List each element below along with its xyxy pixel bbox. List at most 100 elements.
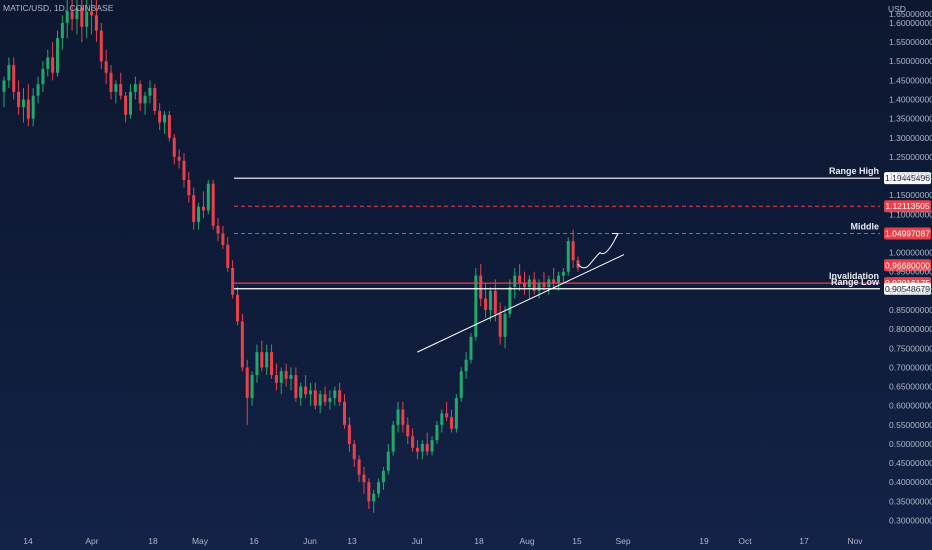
y-tick-label: 0.85000000: [889, 305, 932, 315]
candle-body: [85, 11, 89, 27]
candle-body: [70, 11, 74, 20]
candle: [406, 417, 410, 444]
candle: [119, 72, 123, 100]
candle: [352, 440, 356, 467]
candle: [459, 367, 463, 402]
symbol-label: MATIC/USD, 1D, COINBASE: [3, 3, 114, 13]
candle: [36, 76, 40, 104]
candle-body: [206, 183, 210, 211]
candle-body: [557, 275, 561, 284]
candle-body: [143, 95, 147, 104]
candle-body: [411, 436, 415, 448]
candle: [51, 42, 55, 81]
candle-body: [187, 179, 191, 196]
y-tick-label: 0.65000000: [889, 382, 932, 392]
x-tick-label: 17: [799, 536, 809, 546]
y-tick-label: 1.40000000: [889, 95, 932, 105]
candle-body: [270, 352, 274, 376]
candle: [479, 264, 483, 307]
candle-body: [94, 15, 98, 31]
candle: [508, 279, 512, 318]
x-tick-label: 18: [148, 536, 158, 546]
candle-body: [167, 114, 171, 138]
candle-body: [537, 283, 541, 291]
y-tick-label: 1.60000000: [889, 18, 932, 28]
candle: [211, 179, 215, 230]
candle-body: [406, 424, 410, 437]
candle: [128, 84, 132, 119]
candle-body: [255, 352, 259, 376]
x-tick-label: 16: [249, 536, 259, 546]
candle-body: [522, 283, 526, 288]
price-tag-text: 1.04997087: [885, 228, 930, 238]
y-tick-label: 1.55000000: [889, 37, 932, 47]
candle: [381, 466, 385, 490]
candle-body: [221, 233, 225, 245]
candle: [80, 0, 84, 43]
candle: [552, 267, 556, 288]
candle: [260, 340, 264, 372]
candle: [270, 344, 274, 379]
y-tick-label: 1.50000000: [889, 56, 932, 66]
candle: [396, 401, 400, 433]
price-tag-text: 1.19445496: [885, 173, 930, 183]
y-tick-label: 1.25000000: [889, 152, 932, 162]
candle: [7, 57, 11, 89]
candle: [547, 275, 551, 295]
candle-body: [138, 84, 142, 104]
candle: [493, 279, 497, 322]
candle-body: [435, 424, 439, 441]
price-tag: [884, 172, 931, 185]
x-tick-label: 13: [347, 536, 357, 546]
y-tick-label: 0.75000000: [889, 343, 932, 353]
candle: [440, 409, 444, 433]
candle: [401, 401, 405, 433]
candle-body: [177, 156, 181, 161]
candle-body: [192, 195, 196, 222]
y-tick-label: 1.35000000: [889, 114, 932, 124]
candle: [70, 0, 74, 31]
candle-body: [391, 424, 395, 452]
candle-body: [99, 30, 103, 62]
candle-body: [469, 336, 473, 360]
candle-body: [36, 84, 40, 96]
candle: [240, 313, 244, 372]
candle: [12, 57, 16, 100]
candle: [566, 237, 570, 276]
candle-body: [158, 110, 162, 123]
x-tick-label: Aug: [519, 536, 534, 546]
candle-body: [459, 371, 463, 399]
candle: [450, 409, 454, 433]
candle: [527, 275, 531, 299]
candle: [94, 0, 98, 43]
candle: [158, 103, 162, 131]
candle: [90, 0, 94, 35]
currency-label: USD: [888, 4, 906, 14]
candle-body: [109, 72, 113, 92]
candle: [99, 22, 103, 69]
candle-body: [163, 114, 167, 123]
candle: [357, 455, 361, 483]
candle-body: [488, 290, 492, 311]
candle: [454, 394, 458, 433]
candle-body: [294, 375, 298, 399]
y-tick-label: 0.40000000: [889, 477, 932, 487]
candle-body: [235, 294, 239, 322]
candle-body: [128, 91, 132, 115]
candle-body: [474, 275, 478, 337]
candle: [221, 225, 225, 249]
candle: [133, 76, 137, 100]
y-tick-label: 0.55000000: [889, 420, 932, 430]
candle: [265, 344, 269, 376]
level-label: Middle: [851, 221, 880, 231]
candle: [503, 306, 507, 349]
candle-body: [498, 313, 502, 337]
y-tick-label: 1.00000000: [889, 248, 932, 258]
candle-body: [65, 11, 69, 23]
candle: [274, 363, 278, 391]
candle: [469, 332, 473, 364]
candle: [163, 110, 167, 134]
price-tag: [884, 227, 931, 240]
candle: [313, 382, 317, 410]
x-tick-label: Jul: [412, 536, 423, 546]
